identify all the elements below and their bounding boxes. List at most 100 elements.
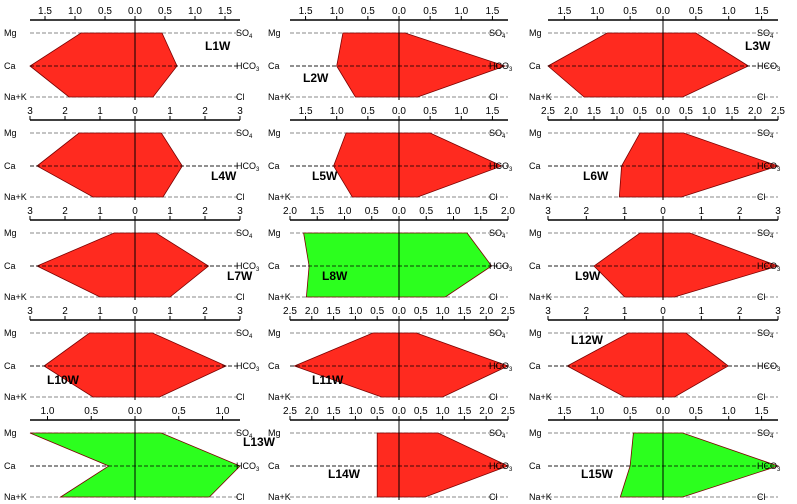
x-tick-label: 1.0 (348, 306, 362, 317)
ion-label-so4: SO4 (236, 228, 253, 240)
x-tick-label: 0 (132, 206, 138, 217)
ion-label-ca: Ca (4, 461, 16, 471)
panel-l8w: 2.0 1.5 1.0 0.5 0.0 0.5 1.0 1.5 2.0 Mg Ca Na+K SO4 HC… (268, 206, 515, 302)
x-tick-label: 1.5 (299, 106, 313, 117)
ion-label-so4: SO4 (757, 28, 774, 40)
x-tick-label: 0.5 (365, 206, 379, 217)
panel-title: L12W (571, 333, 604, 347)
ion-label-ca: Ca (268, 161, 280, 171)
ion-label-nak: Na+K (4, 392, 27, 402)
x-tick-label: 1 (699, 206, 705, 217)
x-tick-label: 2.0 (564, 106, 578, 117)
ion-label-hco3: HCO3 (236, 461, 260, 473)
x-tick-label: 2.5 (501, 306, 515, 317)
ion-label-nak: Na+K (4, 492, 27, 502)
ion-label-so4: SO4 (489, 28, 506, 40)
ion-label-mg: Mg (268, 328, 281, 338)
ion-label-cl: Cl (489, 392, 498, 402)
x-tick-label: 0.0 (128, 6, 142, 17)
panel-l1w: 1.5 1.0 0.5 0.0 0.5 1.0 1.5 Mg Ca Na+K SO4 HCO3 Cl L1… (4, 6, 260, 102)
ion-label-nak: Na+K (529, 492, 552, 502)
x-tick-label: 0.5 (623, 6, 637, 17)
x-tick-label: 1.5 (755, 406, 769, 417)
stiff-polygon (547, 32, 750, 98)
x-tick-label: 2.0 (305, 406, 319, 417)
x-tick-label: 1 (97, 206, 103, 217)
x-tick-label: 3 (27, 206, 33, 217)
ion-label-mg: Mg (268, 28, 281, 38)
ion-label-nak: Na+K (529, 392, 552, 402)
ion-label-hco3: HCO3 (489, 161, 513, 173)
ion-label-cl: Cl (236, 92, 245, 102)
x-tick-label: 1.0 (216, 406, 230, 417)
stiff-polygon (618, 132, 780, 198)
ion-label-ca: Ca (529, 61, 541, 71)
ion-label-hco3: HCO3 (489, 461, 513, 473)
stiff-polygon (619, 432, 780, 498)
ion-label-ca: Ca (268, 461, 280, 471)
x-tick-label: 2.0 (501, 206, 515, 217)
ion-label-so4: SO4 (757, 128, 774, 140)
ion-label-cl: Cl (757, 192, 766, 202)
x-tick-label: 0.0 (392, 306, 406, 317)
x-tick-label: 2.5 (283, 306, 297, 317)
ion-label-nak: Na+K (4, 192, 27, 202)
ion-label-hco3: HCO3 (757, 361, 781, 373)
x-tick-label: 1.0 (447, 206, 461, 217)
ion-label-cl: Cl (489, 292, 498, 302)
ion-label-so4: SO4 (757, 428, 774, 440)
ion-label-so4: SO4 (236, 128, 253, 140)
x-tick-label: 1.0 (454, 6, 468, 17)
panel-l14w: 2.5 2.0 1.5 1.0 0.5 0.0 0.5 1.0 1.5 2.0 2.5 Mg Ca Na+… (268, 406, 515, 502)
ion-label-nak: Na+K (529, 292, 552, 302)
ion-label-ca: Ca (4, 361, 16, 371)
stiff-polygon (36, 232, 210, 298)
panel-title: L15W (581, 467, 614, 481)
x-tick-label: 1.5 (327, 406, 341, 417)
panel-l13w: 1.0 0.5 0.0 0.5 1.0 Mg Ca Na+K SO4 HCO3 Cl L13W (4, 406, 276, 502)
x-tick-label: 1.5 (474, 206, 488, 217)
panel-l4w: 3 2 1 0 1 2 3 Mg Ca Na+K SO4 HCO3 Cl L4W (4, 106, 260, 202)
ion-label-so4: SO4 (489, 128, 506, 140)
x-tick-label: 0.5 (679, 106, 693, 117)
ion-label-mg: Mg (4, 228, 17, 238)
x-tick-label: 3 (237, 306, 243, 317)
ion-label-mg: Mg (529, 328, 542, 338)
x-tick-label: 0.0 (392, 406, 406, 417)
x-tick-label: 0.5 (84, 406, 98, 417)
x-tick-label: 2.0 (748, 106, 762, 117)
x-tick-label: 0.5 (361, 106, 375, 117)
x-tick-label: 1.0 (68, 6, 82, 17)
ion-label-ca: Ca (529, 461, 541, 471)
x-tick-label: 1.0 (722, 406, 736, 417)
x-tick-label: 1 (167, 206, 173, 217)
x-tick-label: 0.5 (370, 406, 384, 417)
stiff-polygon (336, 32, 507, 98)
x-tick-label: 1.5 (725, 106, 739, 117)
panel-title: L9W (575, 269, 601, 283)
ion-label-nak: Na+K (529, 92, 552, 102)
x-tick-label: 1.0 (338, 206, 352, 217)
ion-label-ca: Ca (4, 61, 16, 71)
ion-label-mg: Mg (4, 28, 17, 38)
x-tick-label: 1.0 (590, 6, 604, 17)
x-tick-label: 0.5 (370, 306, 384, 317)
ion-label-hco3: HCO3 (236, 61, 260, 73)
panel-l9w: 3 2 1 0 1 2 3 Mg Ca Na+K SO4 HCO3 Cl L9W (529, 206, 781, 302)
x-tick-label: 3 (775, 306, 781, 317)
ion-label-cl: Cl (489, 492, 498, 502)
ion-label-nak: Na+K (268, 492, 291, 502)
x-tick-label: 1.5 (299, 6, 313, 17)
x-tick-label: 0.5 (689, 406, 703, 417)
ion-label-nak: Na+K (268, 92, 291, 102)
panel-title: L13W (243, 435, 276, 449)
panel-title: L14W (328, 467, 361, 481)
x-tick-label: 1.5 (557, 406, 571, 417)
x-tick-label: 2.0 (305, 306, 319, 317)
stiff-polygon (333, 132, 503, 198)
ion-label-cl: Cl (236, 392, 245, 402)
x-tick-label: 2.0 (479, 406, 493, 417)
ion-label-so4: SO4 (757, 228, 774, 240)
x-tick-label: 3 (237, 206, 243, 217)
